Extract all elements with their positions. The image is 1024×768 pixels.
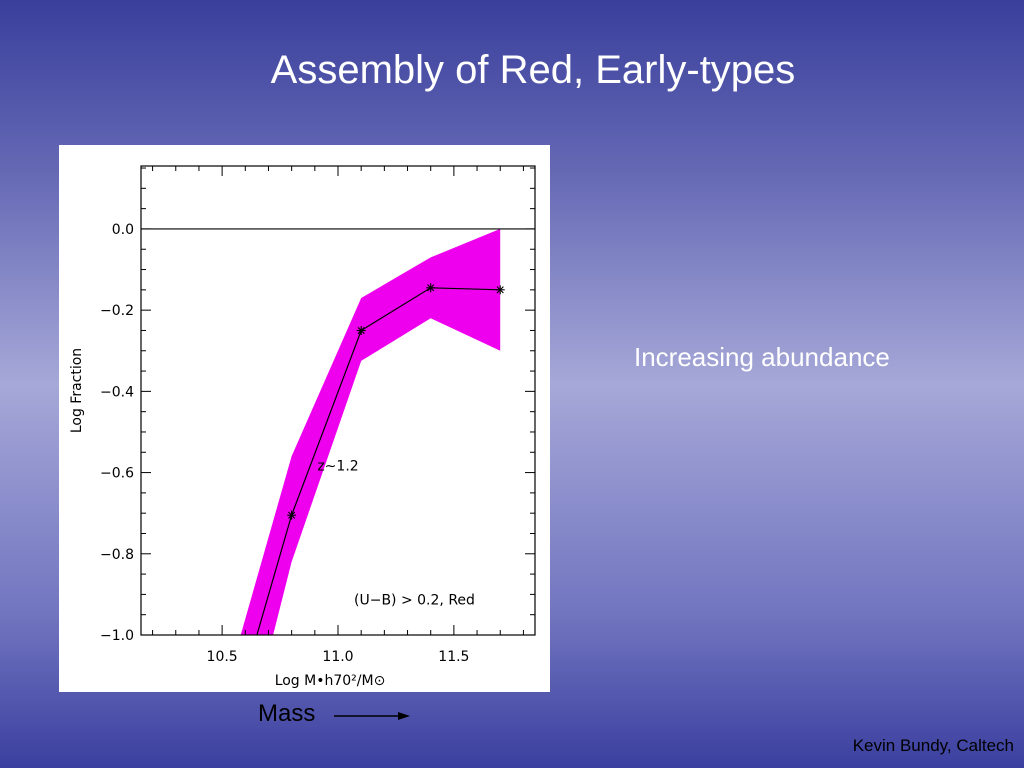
mass-arrow-icon (334, 712, 410, 720)
x-tick-label: 11.0 (322, 649, 353, 665)
data-point (287, 510, 297, 520)
chart-annotation: z∼1.2 (317, 459, 358, 475)
x-tick-label: 10.5 (207, 649, 238, 665)
y-tick-label: −0.4 (100, 384, 134, 400)
chart-panel: 10.5 11.0 11.5 0.0 −0.2 −0.4 −0.6 −0.8 −1.0 Log F… (59, 145, 550, 692)
x-tick-label: 11.5 (438, 649, 469, 665)
y-tick-label: −0.2 (100, 303, 134, 319)
chart-annotation: (U−B) > 0.2, Red (354, 593, 475, 609)
y-axis-label: Log Fraction (69, 348, 85, 433)
x-axis-label: Log M•h70²/M⊙ (275, 673, 386, 689)
log-fraction-chart: 10.5 11.0 11.5 0.0 −0.2 −0.4 −0.6 −0.8 −1.0 Log F… (69, 165, 536, 689)
y-tick-label: 0.0 (112, 222, 134, 238)
data-point (495, 285, 505, 295)
data-point (356, 326, 366, 335)
author-credit: Kevin Bundy, Caltech (852, 736, 1014, 755)
y-tick-label: −1.0 (100, 628, 134, 644)
increasing-abundance-note: Increasing abundance (634, 342, 890, 372)
mass-label: Mass (258, 700, 316, 727)
confidence-band (240, 228, 501, 635)
slide-title: Assembly of Red, Early-types (270, 48, 796, 92)
y-tick-label: −0.6 (100, 466, 134, 482)
y-tick-label: −0.8 (100, 547, 134, 563)
data-point (426, 283, 436, 293)
